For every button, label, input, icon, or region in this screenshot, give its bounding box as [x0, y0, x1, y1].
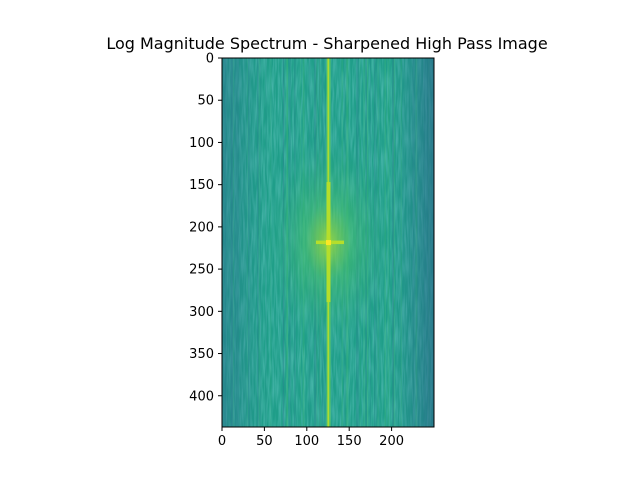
spectrum-streak [246, 58, 248, 427]
y-tick-label: 50 [197, 94, 214, 109]
spectrum-streak [236, 58, 239, 427]
spectrum-streak [232, 58, 234, 427]
spectrum-streak [224, 58, 226, 427]
spectrum-streak [248, 58, 250, 427]
spectrum-streak [427, 58, 430, 427]
y-tick-label: 300 [189, 305, 214, 320]
plot-frame [221, 57, 435, 428]
y-tick-label: 400 [189, 389, 214, 404]
spectrum-streak [230, 58, 233, 427]
x-tick-label: 100 [294, 434, 319, 449]
spectrum-streak [259, 58, 261, 427]
spectrum-streak [257, 58, 259, 427]
y-axis: 0 50 100 150 200 250 300 350 400 [189, 52, 222, 404]
spectrum-peak [326, 240, 331, 246]
y-tick-label: 0 [206, 52, 214, 67]
x-tick-label: 150 [337, 434, 362, 449]
x-axis: 0 50 100 150 200 [218, 427, 404, 449]
spectrum-streak [427, 58, 430, 427]
spectrum-streak [415, 58, 418, 427]
spectrum-streak [258, 58, 260, 427]
spectrum-streak [424, 58, 425, 427]
y-tick-label: 250 [189, 263, 214, 278]
spectrum-streak [428, 58, 430, 427]
chart-title: Log Magnitude Spectrum - Sharpened High … [106, 34, 547, 53]
y-tick-label: 200 [189, 220, 214, 235]
y-tick-label: 150 [189, 178, 214, 193]
plot-area [221, 57, 435, 428]
x-tick-label: 200 [379, 434, 404, 449]
spectrum-streak [412, 58, 415, 427]
y-tick-label: 350 [189, 347, 214, 362]
y-tick-label: 100 [189, 136, 214, 151]
spectrum-streak [400, 58, 402, 427]
x-tick-label: 0 [218, 434, 226, 449]
x-tick-label: 50 [256, 434, 273, 449]
spectrum-streak [393, 58, 395, 427]
spectrum-streak [432, 58, 435, 427]
spectrum-streak [223, 58, 225, 427]
spectrum-streak [235, 58, 237, 427]
